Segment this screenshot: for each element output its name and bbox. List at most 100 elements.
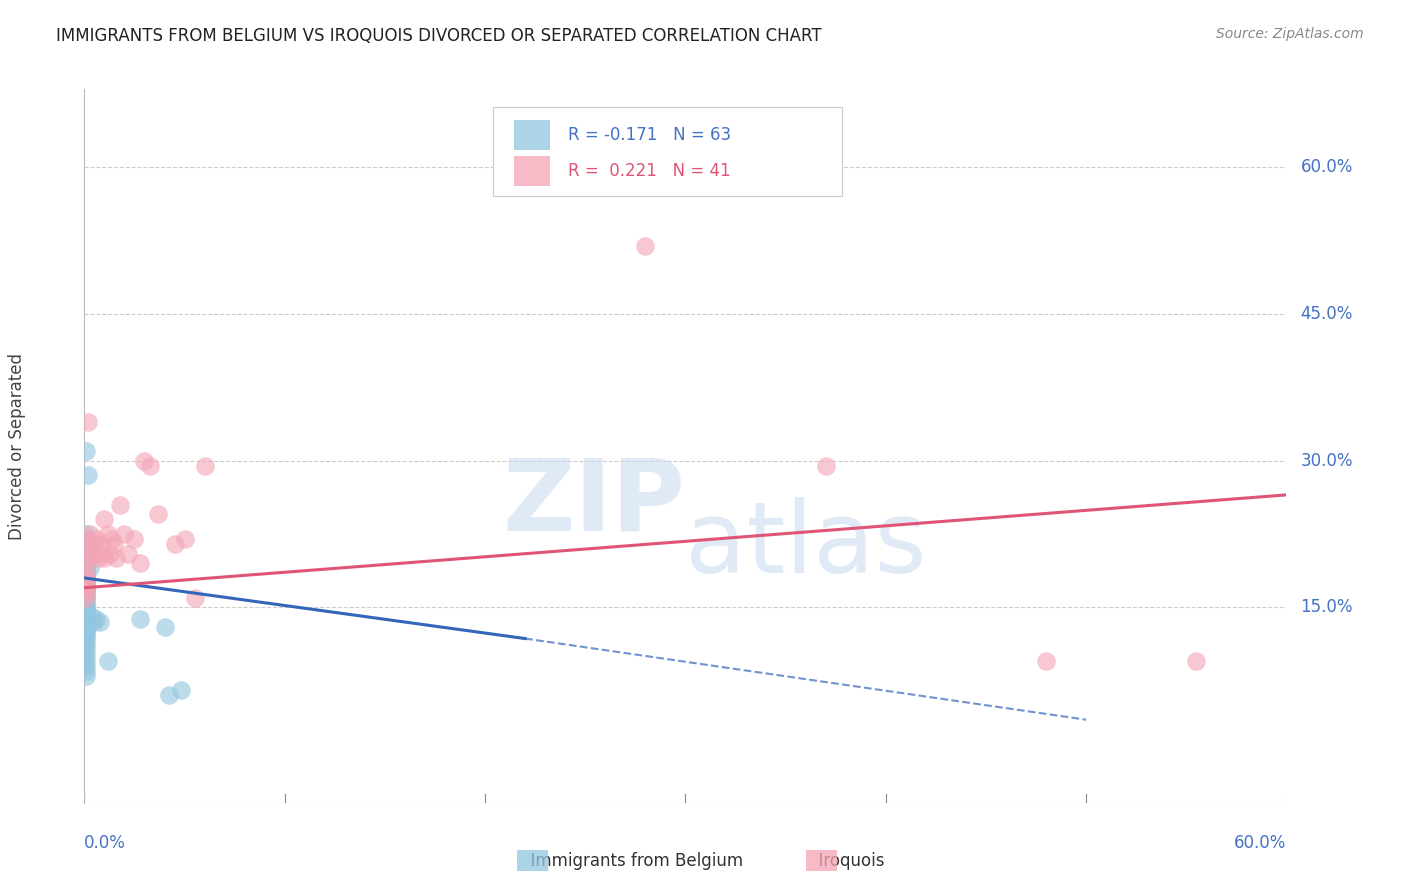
Point bbox=[173, 532, 195, 546]
Point bbox=[75, 575, 97, 590]
Point bbox=[75, 532, 97, 546]
Point bbox=[75, 582, 97, 597]
Point bbox=[129, 612, 152, 626]
Text: 0.0%: 0.0% bbox=[84, 834, 127, 852]
Point bbox=[101, 532, 124, 546]
Point bbox=[157, 688, 180, 702]
Point bbox=[83, 615, 105, 629]
Point bbox=[75, 605, 97, 619]
Point bbox=[75, 624, 97, 639]
Point bbox=[75, 659, 97, 673]
Point bbox=[1035, 654, 1057, 668]
Point bbox=[117, 547, 139, 561]
Point bbox=[77, 551, 100, 566]
Point bbox=[75, 566, 97, 580]
Point bbox=[75, 588, 97, 602]
Point bbox=[75, 578, 97, 592]
Point bbox=[139, 458, 162, 473]
Point bbox=[75, 620, 97, 634]
Point bbox=[75, 628, 97, 642]
Point bbox=[153, 620, 176, 634]
Text: 60.0%: 60.0% bbox=[1234, 834, 1286, 852]
Point bbox=[129, 557, 152, 571]
Point bbox=[75, 644, 97, 658]
Point bbox=[100, 547, 122, 561]
Point bbox=[110, 498, 132, 512]
Point bbox=[75, 664, 97, 678]
Point bbox=[75, 537, 97, 551]
Point bbox=[97, 527, 120, 541]
Point bbox=[93, 512, 115, 526]
Text: ZIP: ZIP bbox=[502, 455, 686, 551]
Point bbox=[75, 571, 97, 585]
Point bbox=[75, 634, 97, 648]
Point bbox=[91, 547, 114, 561]
Point bbox=[75, 599, 97, 613]
Point bbox=[75, 591, 97, 605]
Point bbox=[75, 568, 97, 582]
Point bbox=[634, 238, 657, 252]
Point bbox=[75, 622, 97, 636]
Point bbox=[77, 415, 100, 429]
Point bbox=[75, 615, 97, 629]
Point bbox=[75, 669, 97, 683]
Point bbox=[75, 561, 97, 575]
Point bbox=[83, 537, 105, 551]
Text: IMMIGRANTS FROM BELGIUM VS IROQUOIS DIVORCED OR SEPARATED CORRELATION CHART: IMMIGRANTS FROM BELGIUM VS IROQUOIS DIVO… bbox=[56, 27, 823, 45]
Text: 45.0%: 45.0% bbox=[1301, 305, 1353, 323]
Point bbox=[75, 547, 97, 561]
Point bbox=[114, 527, 135, 541]
Point bbox=[194, 458, 217, 473]
Point bbox=[75, 618, 97, 632]
Text: Source: ZipAtlas.com: Source: ZipAtlas.com bbox=[1216, 27, 1364, 41]
Point bbox=[79, 541, 101, 556]
Point bbox=[75, 563, 97, 577]
Point bbox=[75, 541, 97, 556]
Point bbox=[75, 551, 97, 566]
Point bbox=[1185, 654, 1208, 668]
Text: Immigrants from Belgium: Immigrants from Belgium bbox=[520, 852, 744, 870]
Point bbox=[75, 573, 97, 587]
FancyBboxPatch shape bbox=[494, 107, 842, 196]
Point bbox=[75, 581, 97, 595]
Point bbox=[75, 595, 97, 609]
Text: Divorced or Separated: Divorced or Separated bbox=[8, 352, 25, 540]
Point bbox=[75, 585, 97, 599]
Point bbox=[124, 532, 146, 546]
Point bbox=[75, 579, 97, 593]
Point bbox=[75, 654, 97, 668]
Point bbox=[79, 527, 101, 541]
Text: 60.0%: 60.0% bbox=[1301, 159, 1353, 177]
Point bbox=[87, 551, 110, 566]
Point bbox=[86, 532, 108, 546]
Point bbox=[103, 537, 125, 551]
Point bbox=[75, 612, 97, 626]
Point bbox=[75, 541, 97, 556]
Point bbox=[75, 532, 97, 546]
Point bbox=[75, 640, 97, 654]
Point bbox=[75, 581, 97, 595]
Point bbox=[75, 558, 97, 573]
Point bbox=[75, 592, 97, 607]
Text: 15.0%: 15.0% bbox=[1301, 599, 1353, 616]
Point bbox=[82, 547, 104, 561]
Bar bbox=[513, 155, 550, 186]
Point bbox=[183, 591, 205, 605]
Point bbox=[814, 458, 837, 473]
Point bbox=[163, 537, 186, 551]
Point bbox=[75, 579, 97, 593]
Text: R = -0.171   N = 63: R = -0.171 N = 63 bbox=[568, 126, 731, 144]
Point bbox=[77, 537, 100, 551]
Point bbox=[169, 683, 191, 698]
Point bbox=[86, 612, 108, 626]
Point bbox=[77, 468, 100, 483]
Text: 30.0%: 30.0% bbox=[1301, 451, 1353, 470]
Point bbox=[75, 569, 97, 583]
Point bbox=[75, 571, 97, 585]
Point bbox=[79, 561, 101, 575]
Point bbox=[75, 602, 97, 616]
Point bbox=[134, 453, 156, 467]
Point bbox=[75, 630, 97, 644]
Point bbox=[75, 566, 97, 580]
Point bbox=[75, 443, 97, 458]
